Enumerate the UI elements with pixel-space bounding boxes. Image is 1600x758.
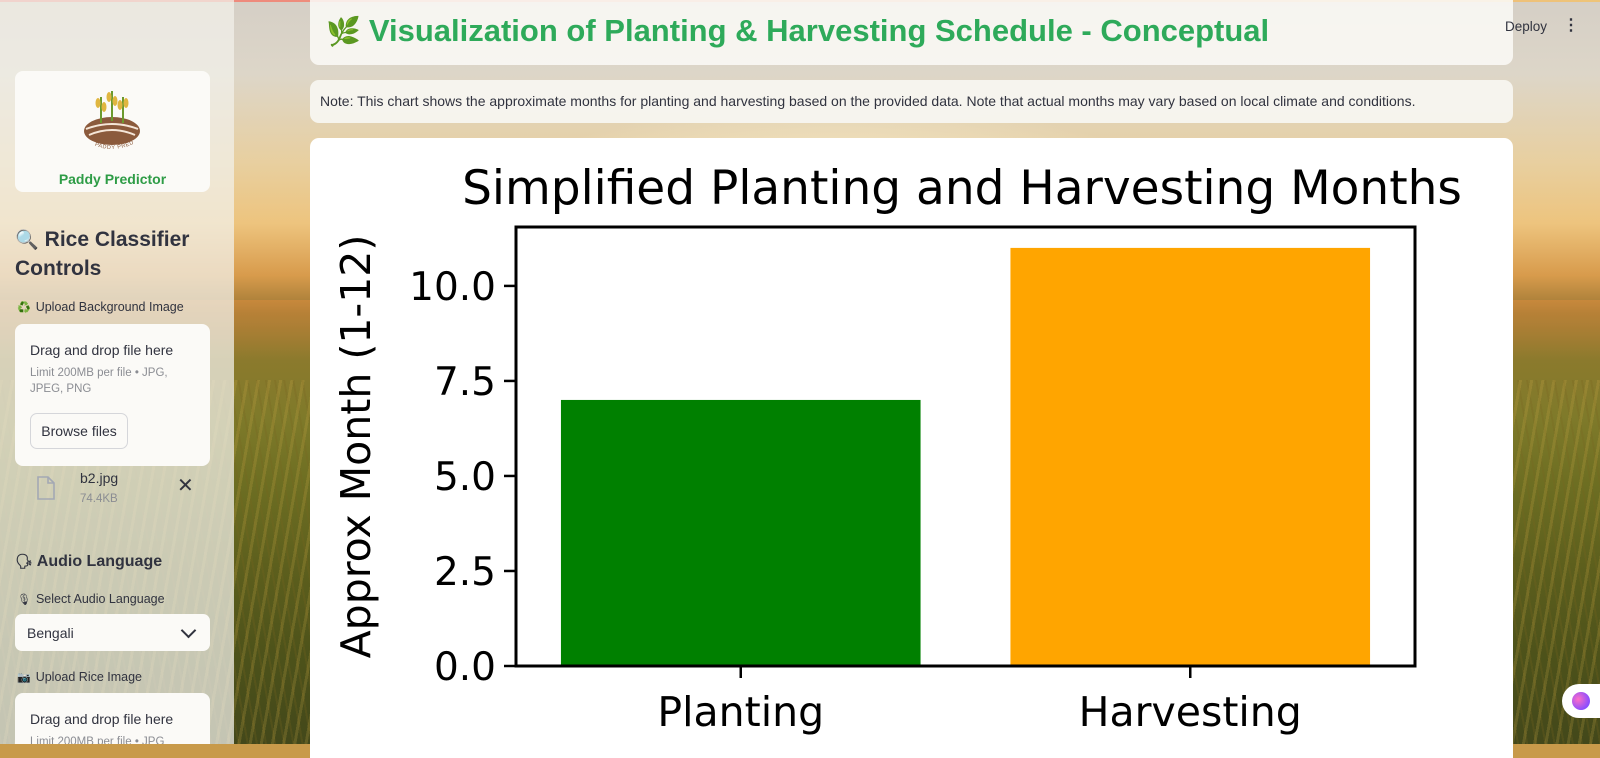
sidebar-heading-text: Rice Classifier Controls	[15, 228, 190, 280]
upload-rice-label-text: Upload Rice Image	[35, 670, 143, 684]
uploaded-file-name: b2.jpg	[80, 470, 119, 486]
audio-language-value: Bengali	[27, 624, 74, 641]
magnifier-icon: 🔍	[15, 230, 39, 251]
dropzone-title: Drag and drop file here	[30, 342, 174, 358]
y-tick-label: 5.0	[434, 455, 496, 500]
paddy-logo-icon: PADDY PREDICTOR	[77, 83, 140, 151]
dropzone-title: Drag and drop file here	[30, 711, 174, 727]
camera-icon: 📷	[17, 672, 31, 684]
close-icon[interactable]: ✕	[177, 475, 194, 497]
herb-icon: 🌿	[326, 16, 361, 47]
chart-axes-frame	[514, 225, 1417, 668]
file-icon	[37, 476, 55, 500]
microphone-icon: 🎙	[17, 594, 31, 606]
speaking-head-icon: 🗣	[15, 553, 33, 569]
uploaded-file-size: 74.4KB	[80, 493, 118, 505]
bar-harvesting	[1010, 247, 1371, 666]
uploaded-file-row: b2.jpg 74.4KB ✕	[15, 468, 210, 520]
bar-planting	[560, 399, 921, 666]
dropzone-limit: Limit 200MB per file • JPG, JPEG, PNG	[30, 367, 168, 395]
kebab-menu-icon[interactable]: ⋮	[1563, 17, 1579, 34]
audio-language-select[interactable]: Bengali	[15, 614, 210, 651]
upload-bg-label-text: Upload Background Image	[35, 300, 184, 314]
deploy-button[interactable]: Deploy	[1505, 19, 1548, 34]
upload-bg-label: ♻️ Upload Background Image	[17, 300, 184, 314]
audio-language-heading: 🗣 Audio Language	[15, 553, 162, 571]
assistant-widget[interactable]	[1562, 684, 1600, 718]
bar-chart: Simplified Planting and Harvesting Month…	[332, 161, 1462, 736]
chevron-down-icon	[180, 622, 197, 638]
upload-rice-dropzone[interactable]: Drag and drop file here Limit 200MB per …	[15, 693, 210, 744]
y-tick-label: 0.0	[434, 645, 496, 690]
audio-select-label-text: Select Audio Language	[35, 592, 165, 606]
y-tick-label: 2.5	[434, 550, 496, 595]
x-tick-label: Harvesting	[1079, 688, 1302, 736]
upload-bg-dropzone[interactable]: Drag and drop file here Limit 200MB per …	[15, 324, 210, 466]
upload-rice-label: 📷 Upload Rice Image	[17, 670, 142, 684]
page-title-text: Visualization of Planting & Harvesting S…	[368, 13, 1270, 48]
x-tick-label: Planting	[657, 688, 824, 736]
chart-title: Simplified Planting and Harvesting Month…	[462, 161, 1462, 216]
brain-icon	[1572, 692, 1590, 710]
title-card: 🌿 Visualization of Planting & Harvesting …	[310, 0, 1513, 65]
browse-files-button[interactable]: Browse files	[30, 413, 128, 449]
y-tick-label: 7.5	[434, 360, 496, 405]
chart-ylabel: Approx Month (1-12)	[332, 235, 380, 659]
y-tick-label: 10.0	[409, 265, 496, 310]
page-title: 🌿 Visualization of Planting & Harvesting …	[326, 13, 1269, 49]
dropzone-limit: Limit 200MB per file • JPG	[30, 736, 165, 744]
logo-card: PADDY PREDICTOR Paddy Predictor	[15, 71, 210, 192]
chart-card: Simplified Planting and Harvesting Month…	[310, 138, 1513, 758]
audio-heading-text: Audio Language	[36, 553, 163, 570]
audio-select-label: 🎙 Select Audio Language	[17, 592, 165, 606]
app-name: Paddy Predictor	[58, 171, 167, 187]
recycle-icon: ♻️	[17, 302, 31, 314]
sidebar: PADDY PREDICTOR Paddy Predictor 🔍Rice Cl…	[0, 0, 234, 744]
note-text: Note: This chart shows the approximate m…	[310, 80, 1513, 123]
sidebar-heading: 🔍 Rice Classifier Controls	[15, 226, 225, 283]
